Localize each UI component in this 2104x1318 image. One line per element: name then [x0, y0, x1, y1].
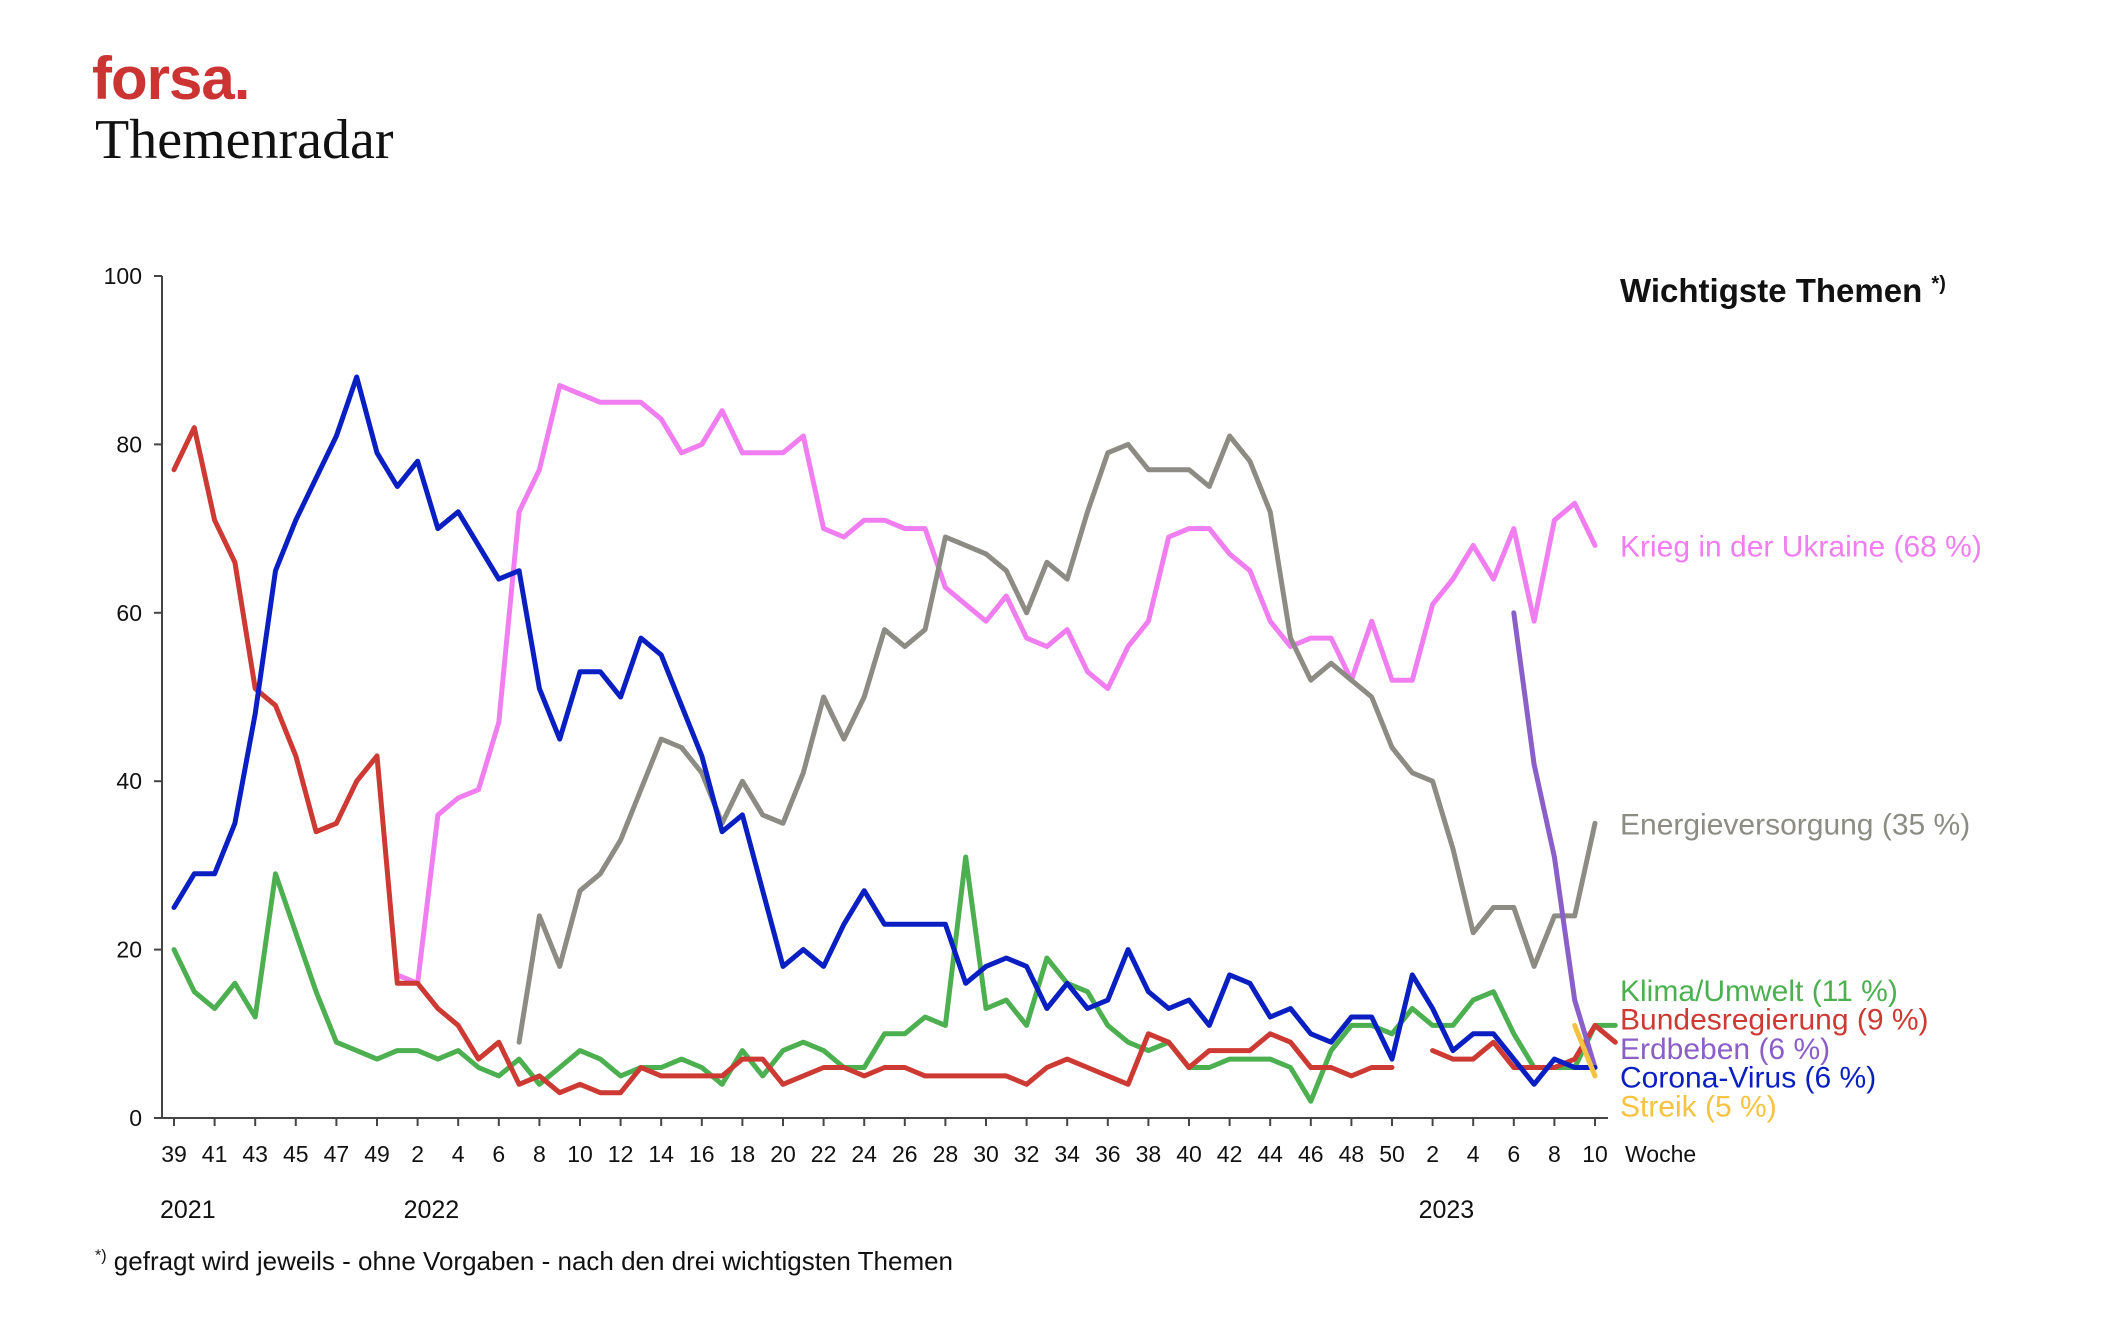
- year-label: 2023: [1419, 1196, 1475, 1224]
- x-tick-label: 43: [242, 1141, 268, 1167]
- y-tick-label: 100: [104, 263, 142, 289]
- x-tick-label: 26: [892, 1141, 918, 1167]
- x-tick-label: 6: [492, 1141, 505, 1167]
- series-label: Klima/Umwelt (11 %): [1620, 975, 1898, 1008]
- series-line-energieversorgung: [516, 433, 1598, 1045]
- y-tick-label: 0: [129, 1105, 142, 1131]
- series-line-streik: [1572, 1022, 1598, 1079]
- year-label: 2021: [160, 1196, 216, 1224]
- x-tick-label: 20: [770, 1141, 796, 1167]
- x-tick-label: 2: [1426, 1141, 1439, 1167]
- x-axis-ticks: 39 41 43 45 47 49 2 4 6 8 10 12 14 16 18 20 22 24 26 28 30 32…: [161, 1118, 1696, 1167]
- series-lines: [171, 374, 1618, 1104]
- y-tick-label: 40: [116, 768, 142, 794]
- y-tick-label: 60: [116, 600, 142, 626]
- x-tick-label: 6: [1507, 1141, 1520, 1167]
- series-line-corona-virus: [171, 374, 1598, 1087]
- series-label: Streik (5 %): [1620, 1090, 1777, 1123]
- series-label: Energieversorgung (35 %): [1620, 808, 1970, 841]
- y-axis-ticks: 0 20 40 60 80 100: [104, 263, 162, 1131]
- legend-title: Wichtigste Themen *): [1620, 272, 1946, 309]
- x-tick-label: 24: [851, 1141, 877, 1167]
- series-label: Krieg in der Ukraine (68 %): [1620, 530, 1982, 563]
- x-tick-label: 4: [452, 1141, 465, 1167]
- page-title: Themenradar: [95, 109, 394, 171]
- x-tick-label: 50: [1379, 1141, 1405, 1167]
- footnote: *) gefragt wird jeweils - ohne Vorgaben …: [95, 1246, 953, 1277]
- x-tick-label: 16: [689, 1141, 715, 1167]
- x-tick-label: 38: [1136, 1141, 1162, 1167]
- brand-logo: forsa.: [92, 45, 250, 112]
- series-line-krieg-in-der-ukraine: [394, 383, 1598, 986]
- x-tick-label: 32: [1014, 1141, 1040, 1167]
- x-tick-label: 10: [1582, 1141, 1608, 1167]
- year-label: 2022: [404, 1196, 460, 1224]
- x-tick-label: 12: [608, 1141, 634, 1167]
- series-label: Bundesregierung (9 %): [1620, 1004, 1929, 1037]
- series-labels: Krieg in der Ukraine (68 %) Energieversor…: [1620, 530, 1982, 1123]
- x-tick-label: 42: [1217, 1141, 1243, 1167]
- x-tick-label: 8: [1548, 1141, 1561, 1167]
- x-tick-label: 36: [1095, 1141, 1121, 1167]
- footnote-mark: *): [95, 1247, 107, 1265]
- x-tick-label: 30: [973, 1141, 999, 1167]
- x-tick-label: 10: [567, 1141, 593, 1167]
- x-tick-label: 47: [324, 1141, 350, 1167]
- footnote-text: gefragt wird jeweils - ohne Vorgaben - n…: [113, 1246, 954, 1276]
- x-tick-label: 40: [1176, 1141, 1202, 1167]
- series-label: Erdbeben (6 %): [1620, 1033, 1830, 1066]
- y-tick-label: 20: [116, 937, 142, 963]
- legend-title-mark: *): [1931, 273, 1945, 295]
- x-tick-label: 8: [533, 1141, 546, 1167]
- x-tick-label: 28: [933, 1141, 959, 1167]
- x-tick-label: 48: [1339, 1141, 1365, 1167]
- x-tick-label: 39: [161, 1141, 187, 1167]
- x-tick-label: 22: [811, 1141, 837, 1167]
- x-tick-label: 18: [730, 1141, 756, 1167]
- year-labels: 2021 2022 2023: [160, 1196, 1474, 1224]
- y-tick-label: 80: [116, 431, 142, 457]
- series-line-erdbeben: [1511, 610, 1598, 1070]
- x-tick-label: 44: [1257, 1141, 1283, 1167]
- x-tick-label: 41: [202, 1141, 228, 1167]
- x-tick-label: 34: [1054, 1141, 1080, 1167]
- x-tick-label: 14: [648, 1141, 674, 1167]
- x-tick-label: 49: [364, 1141, 390, 1167]
- x-tick-label: 4: [1467, 1141, 1480, 1167]
- legend-title-text: Wichtigste Themen: [1620, 272, 1922, 309]
- x-tick-label: 45: [283, 1141, 309, 1167]
- x-axis-label: Woche: [1625, 1141, 1696, 1167]
- x-tick-label: 2: [411, 1141, 424, 1167]
- series-label: Corona-Virus (6 %): [1620, 1062, 1876, 1095]
- x-tick-label: 46: [1298, 1141, 1324, 1167]
